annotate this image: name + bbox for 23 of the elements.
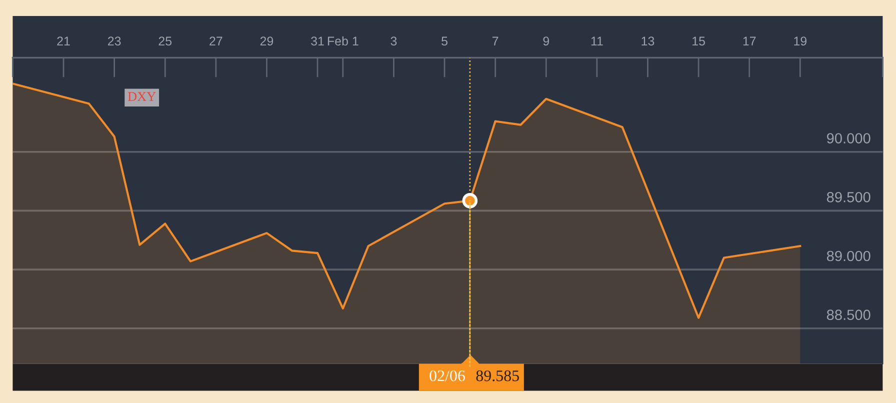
x-tick-label: 29 — [260, 36, 274, 46]
y-tick-label: 90.000 — [826, 133, 870, 144]
x-tick-label: 3 — [390, 36, 397, 46]
x-tick-label: 5 — [442, 36, 448, 46]
x-tick-label: 23 — [108, 36, 121, 46]
x-tick-label: 13 — [642, 36, 654, 46]
ref-line-label: 02/06 — [430, 370, 465, 382]
x-tick-label: 7 — [492, 36, 498, 46]
annotation: 89.585 — [476, 370, 519, 382]
x-tick-label: 11 — [591, 36, 603, 46]
x-tick-label: 19 — [794, 36, 807, 46]
x-tick-label: 21 — [57, 36, 70, 46]
y-tick-label: 89.000 — [826, 250, 870, 262]
text: DXY — [128, 92, 156, 101]
y-tick-label: 88.500 — [826, 310, 870, 320]
x-tick-label: 17 — [743, 36, 756, 46]
y-tick-label: 89.500 — [826, 192, 870, 202]
x-tick-label: 27 — [210, 36, 222, 46]
x-tick-label: 31 — [311, 36, 324, 46]
x-tick-label: 9 — [543, 36, 550, 46]
x-tick-label: 25 — [158, 36, 172, 46]
x-tick-label: 15 — [692, 36, 705, 46]
x-tick-label: Feb 1 — [328, 36, 358, 46]
